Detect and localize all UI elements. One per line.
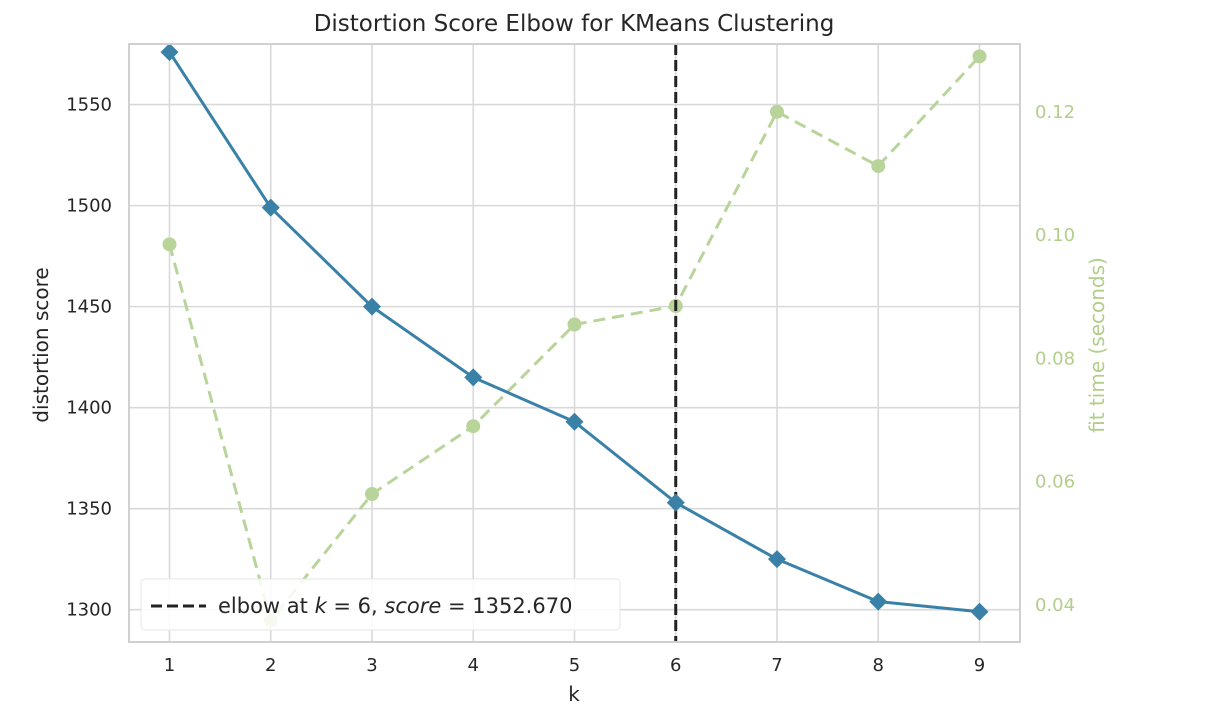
y2-tick-labels: 0.04 0.06 0.08 0.10 0.12 (1035, 102, 1075, 616)
fit_time-point (770, 104, 784, 119)
y-tick-label: 1400 (66, 398, 112, 419)
distortion-point (363, 297, 381, 316)
distortion-point (160, 43, 179, 62)
y-tick-label: 1450 (66, 297, 112, 318)
legend-box (140, 578, 621, 631)
y-tick-label: 1350 (66, 499, 112, 520)
x-tick-label: 5 (569, 655, 580, 676)
distortion-series (160, 43, 989, 621)
fit_time-line (168, 55, 981, 622)
distortion-point (464, 368, 483, 387)
fit_time-point (567, 317, 582, 332)
distortion-point (565, 412, 584, 431)
y-axis-label: distortion score (29, 267, 53, 422)
chart-title: Distortion Score Elbow for KMeans Cluste… (314, 11, 835, 37)
fit_time-point (466, 419, 481, 434)
legend: elbow at k = 6, score = 1352.670 (140, 578, 621, 631)
y-tick-label: 1300 (66, 600, 112, 621)
x-tick-label: 7 (771, 655, 782, 676)
x-tick-label: 1 (164, 655, 175, 676)
y2-axis-label: fit time (seconds) (1085, 257, 1109, 433)
distortion-point (768, 550, 786, 569)
y2-tick-label: 0.12 (1035, 102, 1075, 123)
y-tick-label: 1500 (66, 196, 112, 217)
y2-tick-label: 0.04 (1035, 595, 1075, 616)
y2-tick-label: 0.08 (1035, 348, 1075, 369)
legend-prefix: elbow at (218, 594, 315, 618)
fit_time-point (365, 487, 379, 502)
plot-frame (128, 43, 1021, 643)
y2-tick-label: 0.10 (1035, 225, 1075, 246)
fit_time-point (162, 237, 177, 252)
fit_time-point (871, 159, 886, 174)
y2-tick-label: 0.06 (1035, 472, 1075, 493)
legend-score-value: = 1352.670 (441, 594, 572, 618)
x-tick-label: 6 (670, 655, 681, 676)
distortion-point (869, 592, 888, 611)
x-tick-label: 3 (366, 655, 377, 676)
fit_time-point (972, 49, 987, 64)
x-tick-label: 4 (468, 655, 479, 676)
legend-label: elbow at k = 6, score = 1352.670 (218, 594, 572, 618)
legend-score-symbol: score (384, 594, 441, 618)
distortion-point (970, 602, 989, 621)
x-tick-label: 9 (974, 655, 985, 676)
x-axis-label: k (568, 682, 580, 706)
distortion-point (261, 198, 280, 217)
x-tick-label: 8 (873, 655, 884, 676)
legend-k-value: = 6, (327, 594, 385, 618)
y-tick-labels: 1300 1350 1400 1450 1500 1550 (66, 95, 112, 621)
x-tick-labels: 1 2 3 4 5 6 7 8 9 (164, 655, 985, 676)
grid-lines (129, 44, 1020, 642)
legend-k-symbol: k (315, 594, 328, 618)
y-tick-label: 1550 (66, 95, 112, 116)
distortion-point (666, 493, 685, 512)
x-tick-label: 2 (265, 655, 276, 676)
